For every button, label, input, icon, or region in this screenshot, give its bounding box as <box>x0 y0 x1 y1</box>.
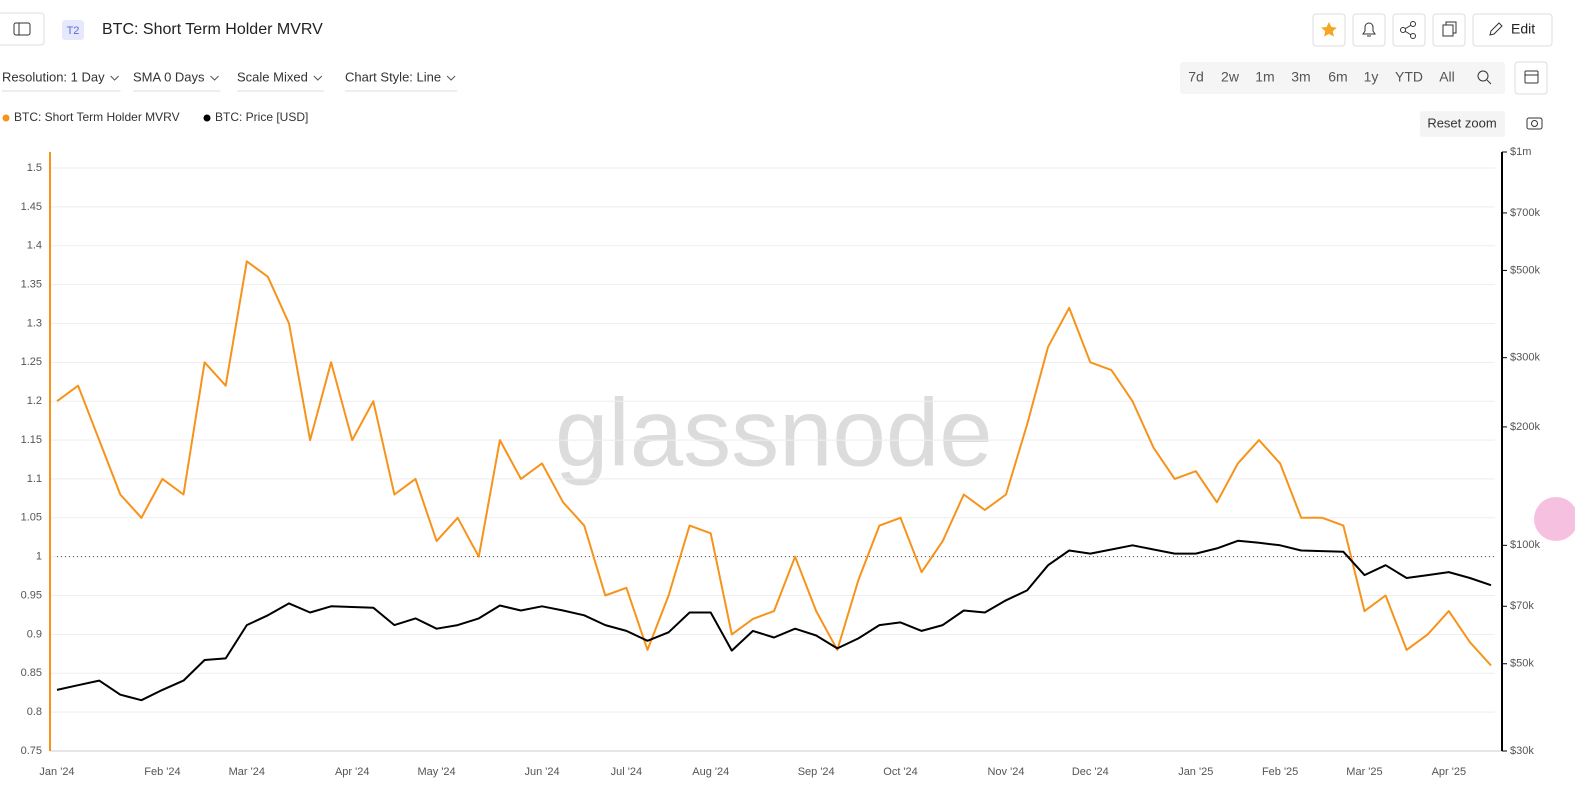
y-tick-label: 1.5 <box>27 162 42 174</box>
legend-dot <box>2 114 10 122</box>
x-tick-label: Dec '24 <box>1072 766 1109 778</box>
y-tick-label: 1.15 <box>21 434 42 446</box>
dropdown-label[interactable]: Scale Mixed <box>237 69 308 84</box>
y-tick-label: 1.05 <box>21 512 42 524</box>
share-dot <box>1410 21 1416 27</box>
legend-label[interactable]: BTC: Short Term Holder MVRV <box>14 110 180 124</box>
y-tick-label: 1.4 <box>27 240 42 252</box>
x-tick-label: May '24 <box>417 766 455 778</box>
y2-tick-label: $50k <box>1510 658 1534 670</box>
camera-icon[interactable] <box>1526 117 1543 130</box>
sidebar-toggle[interactable] <box>0 12 45 46</box>
alert-button[interactable] <box>1352 13 1386 47</box>
badge: T2 <box>67 25 80 37</box>
x-tick-label: Mar '25 <box>1346 766 1382 778</box>
dropdown-chevron <box>210 75 219 81</box>
range-button[interactable]: 3m <box>1291 69 1310 85</box>
range-button[interactable]: All <box>1439 69 1455 85</box>
bell-icon <box>1362 22 1376 37</box>
watermark: glassnode <box>555 379 993 486</box>
range-button[interactable]: 6m <box>1328 69 1347 85</box>
calendar-button[interactable] <box>1514 61 1548 95</box>
calendar-icon <box>1524 70 1539 84</box>
legend-label[interactable]: BTC: Price [USD] <box>215 110 308 124</box>
share-button[interactable] <box>1392 13 1426 47</box>
series-line <box>56 539 1492 702</box>
reset-zoom-button[interactable] <box>1420 111 1505 137</box>
share-dot <box>1400 27 1406 33</box>
y-tick-label: 0.9 <box>27 628 42 640</box>
zoom-icon[interactable] <box>1477 70 1489 82</box>
x-tick-label: Nov '24 <box>987 766 1024 778</box>
dropdown-chevron <box>313 75 323 81</box>
x-tick-label: Apr '24 <box>335 766 370 778</box>
y-tick-label: 1.45 <box>21 201 42 213</box>
y-tick-label: 1.3 <box>27 317 42 329</box>
range-button[interactable]: YTD <box>1395 69 1423 85</box>
dropdown-label[interactable]: Chart Style: Line <box>345 69 441 84</box>
y-tick-label: 1.1 <box>27 473 42 485</box>
y-tick-label: 1.35 <box>21 279 42 291</box>
copy-icon <box>1442 24 1454 37</box>
legend-dot <box>203 114 211 122</box>
y-tick-label: 0.95 <box>21 589 42 601</box>
x-tick-label: Jan '25 <box>1178 766 1213 778</box>
y2-tick-label: $100k <box>1510 539 1540 551</box>
x-tick-label: Feb '25 <box>1262 766 1298 778</box>
y2-tick-label: $70k <box>1510 600 1534 612</box>
range-group <box>1180 62 1505 94</box>
y-tick-label: 0.75 <box>21 745 42 757</box>
zoom-icon-handle <box>1486 79 1492 85</box>
dropdown-chevron <box>110 75 119 81</box>
reset-zoom-label: Reset zoom <box>1427 115 1496 130</box>
edit-label: Edit <box>1511 21 1535 37</box>
series-line <box>56 260 1492 667</box>
share-dot <box>1410 33 1416 39</box>
x-tick-label: Oct '24 <box>883 766 918 778</box>
y2-tick-label: $500k <box>1510 264 1540 276</box>
translate-widget[interactable] <box>1534 497 1575 541</box>
y-tick-label: 1.2 <box>27 395 42 407</box>
badge-bg <box>62 20 84 40</box>
y-tick-label: 0.85 <box>21 667 42 679</box>
y2-tick-label: $1m <box>1510 146 1531 158</box>
y-tick-label: 0.8 <box>27 706 42 718</box>
range-button[interactable]: 1y <box>1364 69 1379 85</box>
range-button[interactable]: 7d <box>1188 69 1204 85</box>
x-tick-label: Mar '24 <box>229 766 265 778</box>
copy-icon <box>1445 21 1457 34</box>
y2-tick-label: $30k <box>1510 745 1534 757</box>
dropdown-label[interactable]: Resolution: 1 Day <box>2 69 105 84</box>
range-button[interactable]: 2w <box>1221 69 1240 85</box>
edit-icon <box>1489 22 1503 36</box>
x-tick-label: Sep '24 <box>798 766 835 778</box>
x-tick-label: Aug '24 <box>692 766 729 778</box>
page-title: BTC: Short Term Holder MVRV <box>102 21 323 38</box>
dropdown-label[interactable]: SMA 0 Days <box>133 69 205 84</box>
x-tick-label: Jan '24 <box>39 766 74 778</box>
y-tick-label: 1 <box>36 551 42 563</box>
sidebar-icon <box>13 22 31 36</box>
x-tick-label: Apr '25 <box>1432 766 1467 778</box>
camera-lens <box>1531 120 1538 127</box>
y2-tick-label: $200k <box>1510 421 1540 433</box>
x-tick-label: Jun '24 <box>524 766 559 778</box>
x-tick-label: Jul '24 <box>611 766 642 778</box>
dropdown-chevron <box>446 75 456 81</box>
x-tick-label: Feb '24 <box>144 766 180 778</box>
y2-tick-label: $700k <box>1510 207 1540 219</box>
y-tick-label: 1.25 <box>21 356 42 368</box>
star-icon <box>1321 22 1337 37</box>
edit-button[interactable] <box>1472 13 1553 47</box>
range-button[interactable]: 1m <box>1255 69 1274 85</box>
y2-tick-label: $300k <box>1510 352 1540 364</box>
